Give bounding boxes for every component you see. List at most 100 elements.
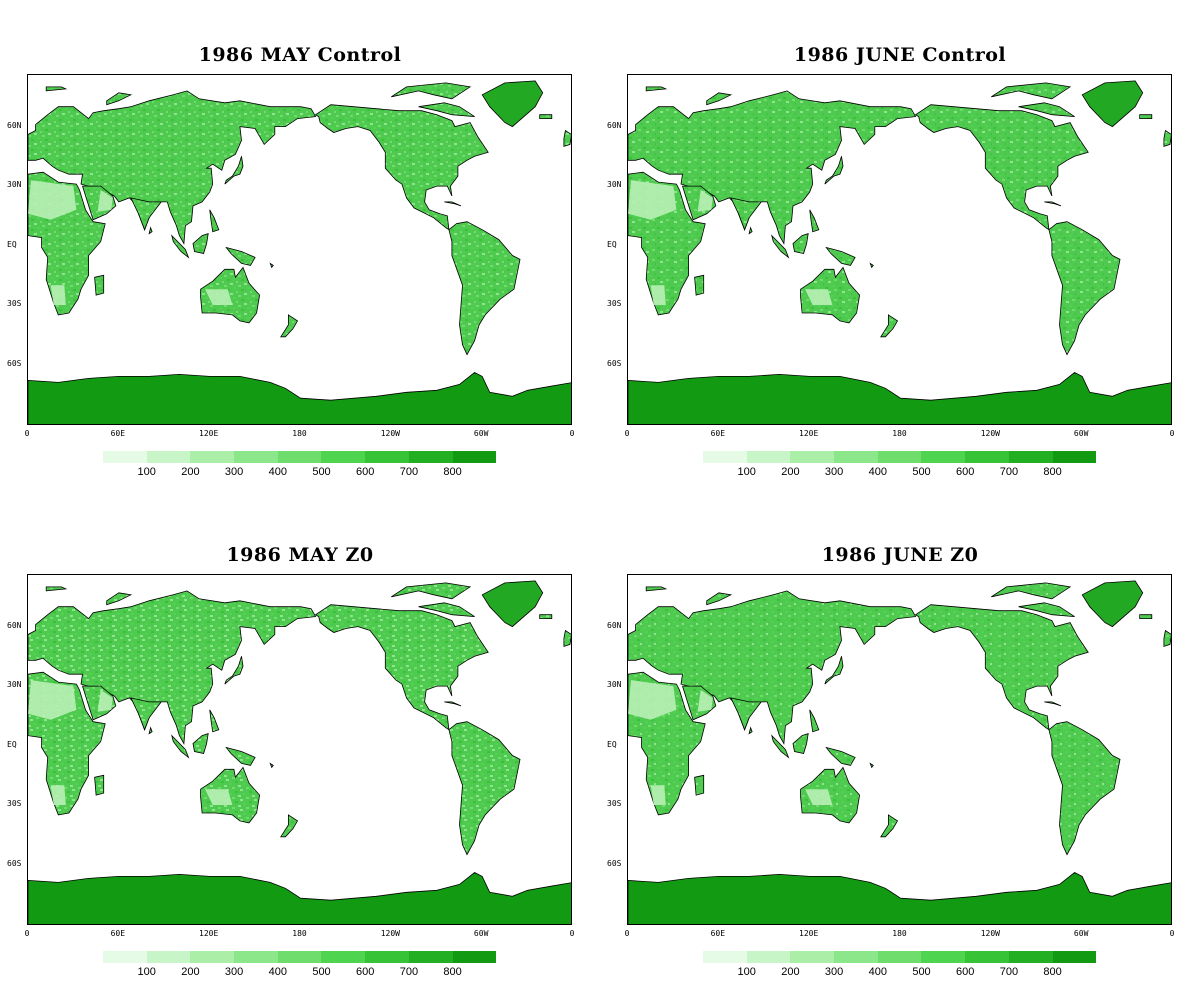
lat-tick-label: 30S [7, 799, 22, 809]
colorbar-label: 200 [181, 466, 200, 478]
landmass-antarctica [28, 872, 571, 924]
landmass-japan [824, 156, 844, 185]
colorbar-label: 800 [443, 466, 462, 478]
colorbar [103, 451, 497, 463]
lon-tick-label: 120E [799, 929, 819, 938]
landmass-india [130, 197, 163, 231]
arid-region-1 [97, 690, 113, 712]
landmass-newzealand [880, 814, 899, 838]
landmass-antarctica [628, 872, 1171, 924]
lon-tick-label: 0 [624, 429, 630, 438]
colorbar-label: 600 [356, 466, 375, 478]
landmass-sri [748, 726, 753, 735]
colorbar-swatch [452, 951, 497, 963]
colorbar-label: 500 [312, 966, 331, 978]
colorbar-swatch [146, 951, 191, 963]
landmass-novaya [106, 592, 133, 606]
landmass-southamerica [448, 721, 521, 856]
lat-tick-label: 30N [7, 680, 22, 690]
colorbar-swatch [703, 951, 747, 963]
map-frame [27, 574, 572, 925]
lon-tick-label: 120W [980, 429, 1000, 438]
landmass-borneo [792, 233, 809, 254]
landmass-madagascar [694, 774, 705, 796]
lat-tick-label: 60N [7, 120, 22, 130]
colorbar-swatch [834, 951, 878, 963]
arid-region-0 [628, 180, 677, 220]
colorbar-swatch [321, 951, 366, 963]
arid-region-3 [650, 785, 666, 805]
lon-tick-label: 60W [473, 429, 489, 438]
lat-tick-label: 60S [7, 858, 22, 868]
landmass-sumatra [771, 234, 790, 259]
lon-tick-label: 120E [199, 429, 219, 438]
colorbar-swatch [746, 951, 791, 963]
landmass-australia [800, 766, 861, 824]
colorbar-swatch [921, 451, 966, 463]
landmass-sri [148, 726, 153, 735]
colorbar-label: 100 [737, 966, 756, 978]
landmass-newguinea [225, 246, 256, 266]
landmass-greenland [1081, 580, 1144, 628]
colorbar-swatch [277, 951, 322, 963]
colorbar-label: 500 [912, 966, 931, 978]
landmass-arctic1 [991, 82, 1072, 100]
lat-tick-label: EQ [7, 739, 17, 749]
lon-tick-label: 0 [569, 429, 575, 438]
lat-tick-label: EQ [7, 239, 17, 249]
lat-tick-label: 30N [607, 180, 622, 190]
colorbar-label: 700 [399, 966, 419, 978]
colorbar-swatch [834, 451, 878, 463]
world-map [628, 580, 1171, 924]
colorbar-swatch [190, 451, 235, 463]
landmass-srilanka2 [869, 262, 874, 269]
landmass-arctic1 [391, 582, 472, 600]
lat-tick-label: 60N [607, 120, 622, 130]
lon-tick-label: 120E [199, 929, 219, 938]
landmass-madagascar [94, 774, 105, 796]
arid-region-3 [650, 285, 666, 305]
colorbar [703, 951, 1097, 963]
arid-region-1 [697, 690, 713, 712]
colorbar [703, 451, 1097, 463]
panel-title: 1986 MAY Z0 [226, 544, 374, 566]
lon-tick-label: 60E [110, 929, 126, 938]
landmass-borneo [192, 233, 209, 254]
landmass-cuba [444, 701, 462, 707]
colorbar-label: 400 [268, 966, 287, 978]
colorbar-label: 800 [1043, 466, 1062, 478]
colorbar-swatch [365, 951, 409, 963]
colorbar-swatch [103, 951, 147, 963]
landmass-japan [224, 656, 244, 685]
lon-tick-label: 0 [1169, 929, 1175, 938]
colorbar-swatch [103, 451, 147, 463]
colorbar-label: 100 [137, 966, 156, 978]
colorbar-swatch [190, 951, 235, 963]
landmass-greenland [1081, 80, 1144, 128]
colorbar-label: 300 [224, 966, 244, 978]
landmass-borneo [792, 733, 809, 754]
colorbar-swatch [234, 951, 278, 963]
landmass-philippines [809, 709, 820, 733]
landmass-philippines [809, 209, 820, 233]
colorbar-swatch [1008, 951, 1053, 963]
lat-tick-label: 30N [607, 680, 622, 690]
lat-tick-label: 30S [7, 299, 22, 309]
landmass-greenland [481, 80, 544, 128]
colorbar-swatch [234, 451, 278, 463]
panel-title: 1986 MAY Control [198, 44, 402, 66]
colorbar-label: 700 [999, 466, 1019, 478]
colorbar-label: 400 [268, 466, 287, 478]
colorbar-swatch [877, 951, 922, 963]
landmass-philippines [209, 209, 220, 233]
landmass-sri [148, 226, 153, 235]
landmass-uk [1163, 629, 1171, 647]
lat-tick-label: EQ [607, 239, 617, 249]
landmass-madagascar [94, 274, 105, 296]
landmass-japan [224, 156, 244, 185]
landmass-antarctica [628, 372, 1171, 424]
landmass-novaya [706, 592, 733, 606]
colorbar-label: 200 [781, 466, 800, 478]
landmass-svalbard [645, 86, 668, 92]
lon-tick-label: 60W [473, 929, 489, 938]
